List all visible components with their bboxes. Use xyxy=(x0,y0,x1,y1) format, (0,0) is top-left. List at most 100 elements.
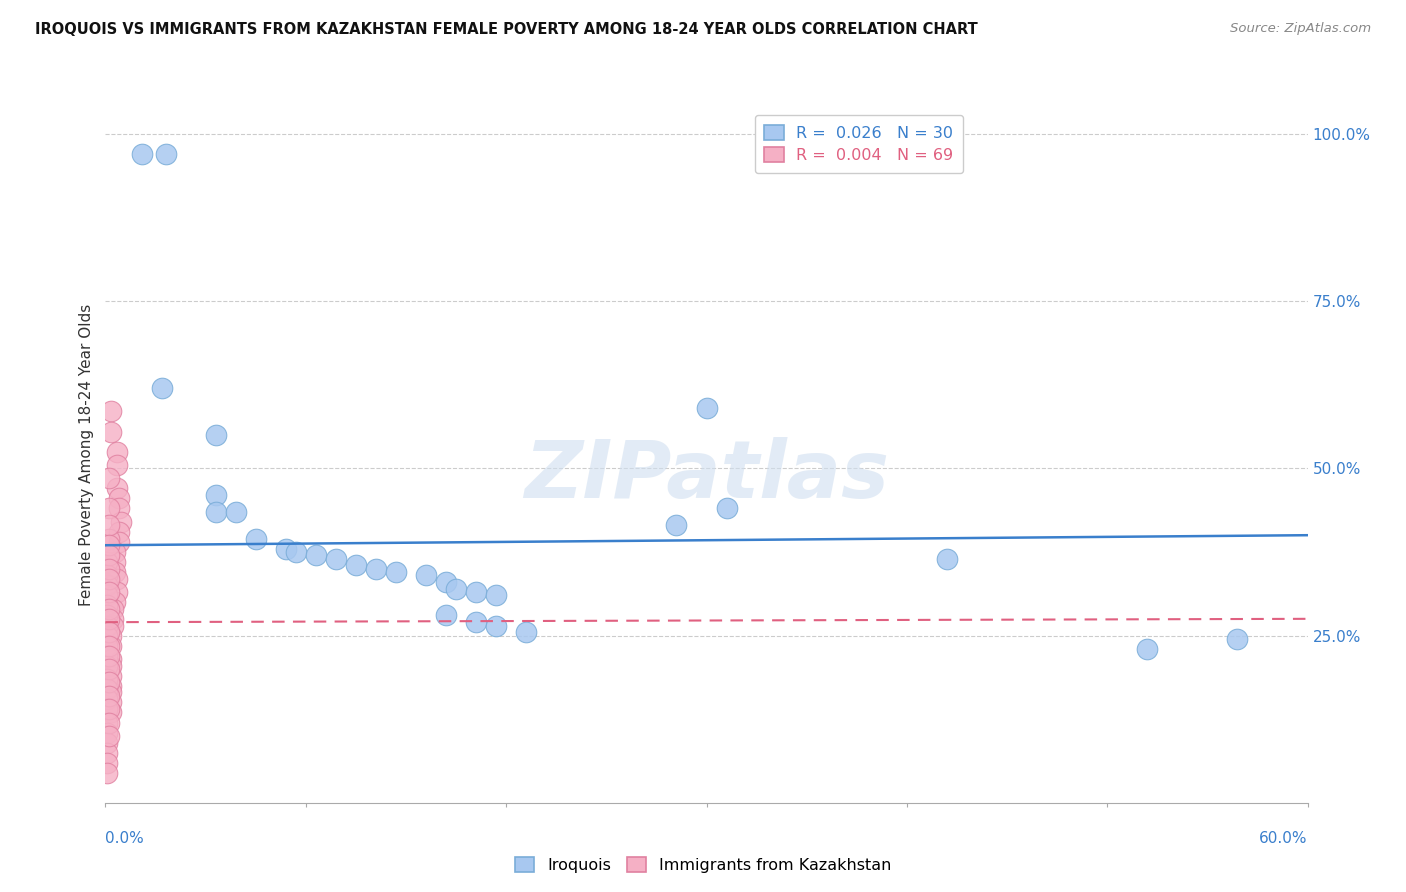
Point xyxy=(100,628,122,642)
Point xyxy=(415,568,437,582)
Text: IROQUOIS VS IMMIGRANTS FROM KAZAKHSTAN FEMALE POVERTY AMONG 18-24 YEAR OLDS CORR: IROQUOIS VS IMMIGRANTS FROM KAZAKHSTAN F… xyxy=(35,22,979,37)
Point xyxy=(107,585,129,599)
Point xyxy=(98,548,121,563)
Point xyxy=(96,648,118,663)
Point xyxy=(100,652,122,666)
Point xyxy=(665,518,688,533)
Point xyxy=(434,575,457,590)
Point xyxy=(100,679,122,693)
Point xyxy=(325,551,347,566)
Point xyxy=(107,572,129,586)
Point xyxy=(104,595,127,609)
Point xyxy=(103,612,125,626)
Point xyxy=(96,756,118,770)
Point xyxy=(98,729,121,743)
Point xyxy=(108,501,131,516)
Point xyxy=(204,428,226,442)
Point xyxy=(108,491,131,506)
Point xyxy=(108,524,131,539)
Point xyxy=(100,685,122,699)
Point xyxy=(96,672,118,686)
Point xyxy=(98,532,121,546)
Point xyxy=(434,608,457,623)
Point xyxy=(465,585,488,599)
Point xyxy=(274,541,297,556)
Text: 60.0%: 60.0% xyxy=(1260,830,1308,846)
Point xyxy=(98,715,121,730)
Point xyxy=(98,518,121,533)
Point xyxy=(96,568,118,582)
Point xyxy=(98,602,121,616)
Point xyxy=(107,458,129,472)
Point xyxy=(96,658,118,673)
Point xyxy=(225,505,247,519)
Text: 0.0%: 0.0% xyxy=(105,830,145,846)
Point xyxy=(98,471,121,485)
Point xyxy=(104,555,127,569)
Point xyxy=(98,702,121,716)
Point xyxy=(465,615,488,630)
Text: Source: ZipAtlas.com: Source: ZipAtlas.com xyxy=(1230,22,1371,36)
Point xyxy=(100,706,122,720)
Point xyxy=(364,562,387,576)
Point xyxy=(98,625,121,640)
Point xyxy=(96,618,118,632)
Point xyxy=(103,602,125,616)
Point xyxy=(155,147,177,161)
Point xyxy=(96,702,118,716)
Y-axis label: Female Poverty Among 18-24 Year Olds: Female Poverty Among 18-24 Year Olds xyxy=(79,304,94,606)
Point xyxy=(96,555,118,569)
Point xyxy=(344,558,367,573)
Point xyxy=(204,505,226,519)
Point xyxy=(96,628,118,642)
Point xyxy=(1226,632,1249,646)
Point xyxy=(284,545,307,559)
Point xyxy=(305,548,328,563)
Point xyxy=(204,488,226,502)
Point xyxy=(1136,642,1159,657)
Point xyxy=(96,639,118,653)
Point xyxy=(98,501,121,516)
Point xyxy=(100,669,122,683)
Point xyxy=(96,715,118,730)
Point xyxy=(96,735,118,749)
Point xyxy=(100,696,122,710)
Point xyxy=(96,765,118,780)
Point xyxy=(98,572,121,586)
Point xyxy=(96,599,118,613)
Point xyxy=(98,689,121,703)
Point xyxy=(96,725,118,739)
Point xyxy=(110,515,132,529)
Point xyxy=(936,551,959,566)
Point xyxy=(98,639,121,653)
Point xyxy=(98,612,121,626)
Point xyxy=(96,746,118,760)
Point xyxy=(245,532,267,546)
Point xyxy=(96,608,118,623)
Point xyxy=(696,401,718,416)
Point xyxy=(96,681,118,696)
Point xyxy=(98,648,121,663)
Point xyxy=(485,589,508,603)
Point xyxy=(104,565,127,579)
Point xyxy=(96,692,118,706)
Point xyxy=(108,535,131,549)
Point xyxy=(103,618,125,632)
Point xyxy=(98,562,121,576)
Point xyxy=(716,501,738,516)
Point xyxy=(98,662,121,676)
Point xyxy=(515,625,537,640)
Point xyxy=(485,618,508,632)
Point xyxy=(98,675,121,690)
Legend: R =  0.026   N = 30, R =  0.004   N = 69: R = 0.026 N = 30, R = 0.004 N = 69 xyxy=(755,115,963,173)
Point xyxy=(104,545,127,559)
Legend: Iroquois, Immigrants from Kazakhstan: Iroquois, Immigrants from Kazakhstan xyxy=(509,851,897,880)
Point xyxy=(96,589,118,603)
Point xyxy=(150,381,173,395)
Point xyxy=(107,482,129,496)
Point xyxy=(100,639,122,653)
Point xyxy=(100,425,122,439)
Point xyxy=(98,538,121,552)
Point xyxy=(100,658,122,673)
Text: ZIPatlas: ZIPatlas xyxy=(524,437,889,515)
